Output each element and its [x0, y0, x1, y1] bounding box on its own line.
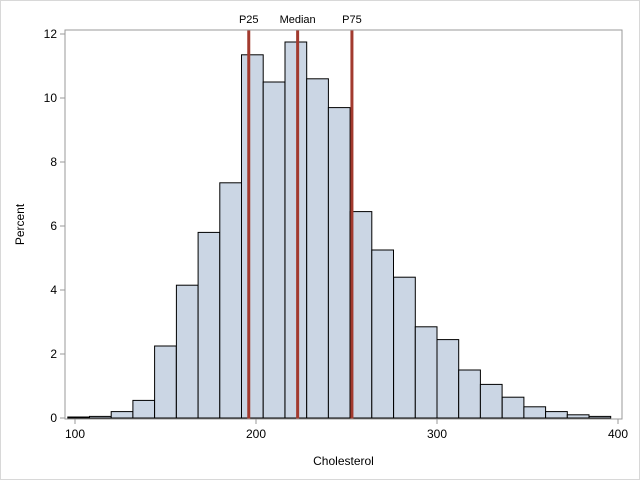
bars-group: [67, 41, 612, 419]
y-tick-label: 0: [50, 411, 57, 425]
x-axis-ticks: 100 200 300 400: [65, 419, 628, 441]
histogram-bar: [371, 249, 394, 419]
x-tick-label: 200: [246, 427, 266, 441]
histogram-bar: [67, 416, 91, 419]
histogram-bar: [110, 411, 134, 419]
histogram-bar: [458, 369, 481, 419]
y-tick-label: 4: [50, 283, 57, 297]
histogram-bar: [501, 396, 525, 419]
histogram-bar: [306, 78, 329, 419]
histogram-bar: [566, 414, 590, 419]
x-tick-label: 300: [427, 427, 447, 441]
histogram-bar: [545, 411, 568, 419]
x-tick-label: 400: [608, 427, 628, 441]
y-tick-label: 12: [44, 27, 58, 41]
y-tick-label: 6: [50, 219, 57, 233]
x-tick-label: 100: [65, 427, 85, 441]
histogram-bar: [393, 276, 416, 419]
histogram-bar: [197, 231, 221, 419]
histogram-bar: [436, 339, 460, 419]
histogram-bar: [327, 107, 351, 419]
reference-label-median: Median: [280, 14, 316, 26]
histogram-bar: [523, 406, 547, 419]
reference-label-p75: P75: [342, 14, 362, 26]
y-axis-title: Percent: [13, 203, 27, 245]
reference-lines-group: P25 Median P75: [239, 14, 362, 419]
histogram-bar: [219, 182, 243, 419]
histogram-bar: [262, 81, 286, 419]
histogram-bar: [89, 415, 112, 419]
histogram-bar: [479, 383, 503, 419]
reference-label-p25: P25: [239, 14, 259, 26]
histogram-bar: [154, 345, 177, 419]
histogram-bar: [588, 415, 612, 419]
plot-area: [64, 29, 623, 420]
y-tick-label: 2: [50, 347, 57, 361]
y-tick-label: 10: [44, 91, 58, 105]
histogram-bar: [241, 54, 264, 419]
histogram-bar: [414, 326, 438, 419]
y-tick-label: 8: [50, 155, 57, 169]
x-axis-title: Cholesterol: [313, 454, 374, 468]
histogram-bar: [132, 399, 156, 419]
y-axis-ticks: 0 2 4 6 8 10 12: [44, 27, 65, 425]
histogram-bar: [175, 284, 199, 419]
histogram-bar: [284, 41, 308, 419]
